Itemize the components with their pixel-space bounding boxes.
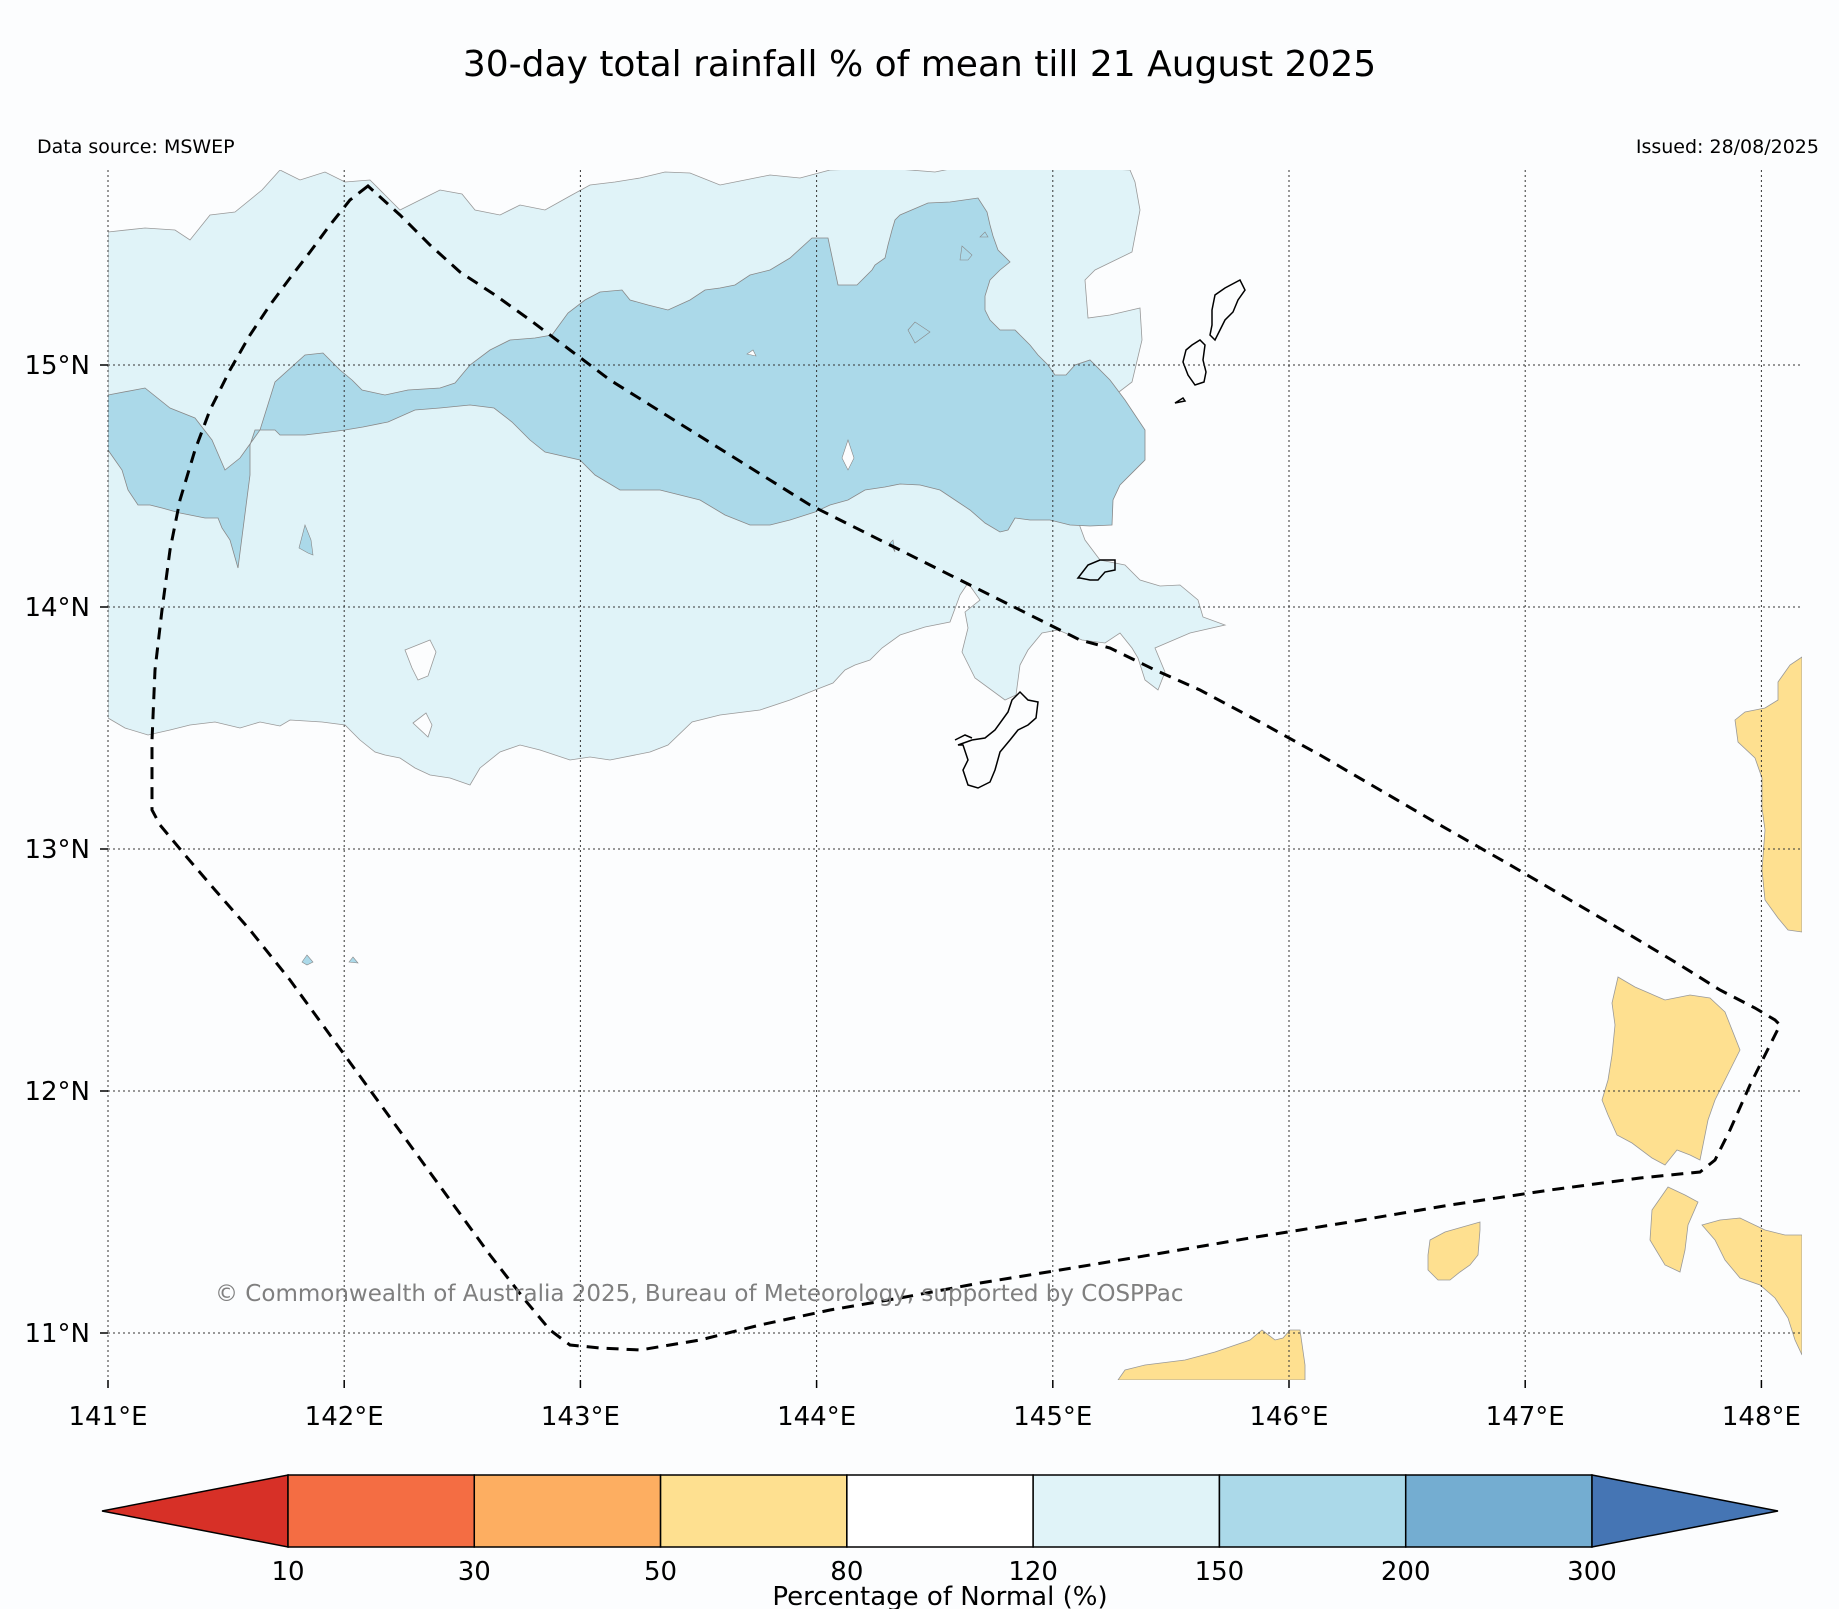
- region-50-80-east: [1601, 976, 1741, 1166]
- issued-date-label: Issued: 28/08/2025: [1635, 136, 1819, 158]
- lon-tick-label: 142°E: [305, 1402, 384, 1432]
- colorbar-under-arrow: [101, 1474, 289, 1548]
- region-120-150-hole: [841, 439, 855, 471]
- lon-tick-label: 148°E: [1722, 1402, 1801, 1432]
- eez-boundary: [150, 184, 1782, 1352]
- colorbar-bin: [846, 1474, 1034, 1548]
- colorbar-tick-label: 120: [1008, 1557, 1058, 1587]
- copyright-notice: © Commonwealth of Australia 2025, Bureau…: [215, 1281, 1184, 1307]
- latitude-tick-labels: 15°N 14°N 13°N 12°N 11°N: [24, 351, 90, 1349]
- lat-tick-label: 15°N: [24, 351, 90, 381]
- region-150-200-north: [108, 197, 1146, 569]
- data-source-label: Data source: MSWEP: [37, 136, 235, 158]
- region-50-80-south: [1117, 1329, 1306, 1380]
- lon-tick-label: 146°E: [1249, 1402, 1328, 1432]
- island-tinian: [1182, 339, 1207, 386]
- lon-tick-label: 143°E: [541, 1402, 620, 1432]
- region-150-200-blob: [907, 321, 931, 344]
- lat-tick-label: 14°N: [24, 593, 90, 623]
- colorbar-tick-label: 10: [271, 1557, 304, 1587]
- lon-tick-label: 147°E: [1486, 1402, 1565, 1432]
- region-80-120-hole: [412, 712, 433, 738]
- map-title: 30-day total rainfall % of mean till 21 …: [462, 44, 1377, 85]
- island-aguijan: [1174, 396, 1187, 404]
- lat-tick-label: 13°N: [24, 835, 90, 865]
- colorbar-bin: [473, 1474, 662, 1548]
- colorbar-bin: [287, 1474, 476, 1548]
- region-120-150-hole: [746, 349, 757, 357]
- colorbar-label: Percentage of Normal (%): [772, 1582, 1107, 1609]
- lat-tick-label: 12°N: [24, 1077, 90, 1107]
- island-guam-tip: [954, 734, 973, 741]
- lon-tick-label: 141°E: [68, 1402, 147, 1432]
- lon-tick-label: 144°E: [777, 1402, 856, 1432]
- colorbar-over-arrow: [1591, 1474, 1779, 1548]
- colorbar: [101, 1474, 1779, 1548]
- colorbar-tick-label: 30: [458, 1557, 491, 1587]
- island-saipan: [1209, 278, 1246, 342]
- region-50-80-south: [1427, 1221, 1481, 1281]
- colorbar-tick-label: 150: [1195, 1557, 1245, 1587]
- island-rota: [1076, 559, 1116, 581]
- lat-tick-label: 11°N: [24, 1319, 90, 1349]
- region-150-200-blob: [301, 954, 314, 966]
- lon-tick-label: 145°E: [1013, 1402, 1092, 1432]
- region-50-80-east: [1649, 1186, 1699, 1273]
- region-150-200-blob: [959, 245, 973, 261]
- region-150-200-blob: [979, 231, 989, 238]
- region-50-80-east: [1734, 656, 1802, 933]
- region-150-200-blob: [298, 524, 314, 556]
- colorbar-tick-labels: 10 30 50 80 120 150 200 300: [271, 1557, 1616, 1587]
- region-80-120-hole: [404, 639, 437, 681]
- island-outlines: [954, 278, 1246, 789]
- map-gridlines: [100, 170, 1802, 1388]
- colorbar-bin: [1404, 1474, 1593, 1548]
- colorbar-tick-label: 200: [1381, 1557, 1431, 1587]
- region-50-80-east: [1701, 1217, 1802, 1356]
- longitude-tick-labels: 141°E 142°E 143°E 144°E 145°E 146°E 147°E 148°E: [68, 1402, 1800, 1432]
- region-150-200-blob: [348, 956, 359, 964]
- island-guam: [957, 690, 1039, 789]
- colorbar-tick-label: 300: [1567, 1557, 1617, 1587]
- colorbar-bin: [659, 1474, 848, 1548]
- colorbar-bin: [1032, 1474, 1221, 1548]
- colorbar-tick-label: 50: [644, 1557, 677, 1587]
- colorbar-bin: [1218, 1474, 1407, 1548]
- colorbar-tick-label: 80: [830, 1557, 863, 1587]
